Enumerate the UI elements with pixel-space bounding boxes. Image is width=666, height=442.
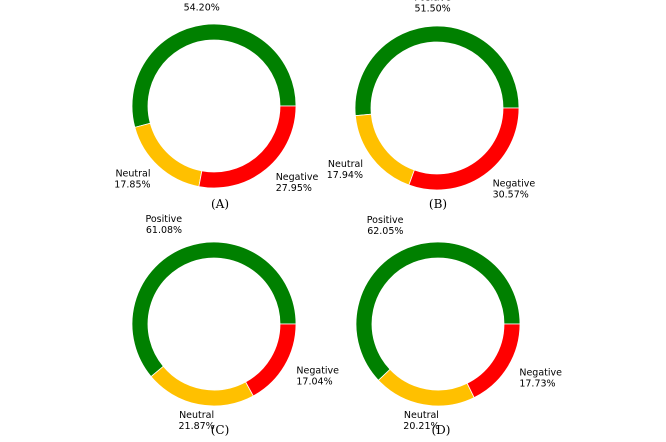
- slice-label-negative: Negative: [519, 367, 562, 378]
- slice-label-positive: Positive: [183, 0, 220, 2]
- slice-percent-neutral: 20.21%: [403, 421, 439, 432]
- panel-caption: (C): [211, 423, 230, 437]
- slice-label-neutral: Neutral: [179, 410, 214, 421]
- slice-percent-positive: 54.20%: [184, 2, 220, 13]
- panel-caption: (D): [432, 423, 451, 437]
- panel-caption: (B): [429, 197, 447, 211]
- slice-percent-negative: 27.95%: [276, 183, 312, 194]
- slice-label-positive: Positive: [367, 215, 404, 226]
- slice-percent-negative: 30.57%: [493, 190, 529, 201]
- slice-percent-negative: 17.73%: [519, 378, 555, 389]
- slice-percent-positive: 51.50%: [414, 4, 450, 15]
- slice-label-positive: Positive: [414, 0, 451, 4]
- donut-slice-negative: [198, 105, 297, 189]
- slice-percent-positive: 62.05%: [367, 226, 403, 237]
- slice-label-negative: Negative: [276, 172, 319, 183]
- slice-label-neutral: Neutral: [404, 410, 439, 421]
- donut-slice-negative: [466, 323, 521, 399]
- slice-label-positive: Positive: [145, 214, 182, 225]
- slice-percent-positive: 61.08%: [146, 225, 182, 236]
- slice-label-negative: Negative: [296, 366, 339, 377]
- slice-label-neutral: Neutral: [328, 159, 363, 170]
- slice-percent-neutral: 17.94%: [327, 170, 363, 181]
- panel-caption: (A): [211, 197, 229, 211]
- donut-slice-negative: [245, 323, 297, 397]
- slice-percent-negative: 17.04%: [296, 377, 332, 388]
- slice-label-negative: Negative: [493, 179, 536, 190]
- slice-percent-neutral: 17.85%: [114, 180, 150, 191]
- slice-label-neutral: Neutral: [115, 169, 150, 180]
- donut-slice-negative: [408, 107, 520, 191]
- slice-percent-neutral: 21.87%: [178, 421, 214, 432]
